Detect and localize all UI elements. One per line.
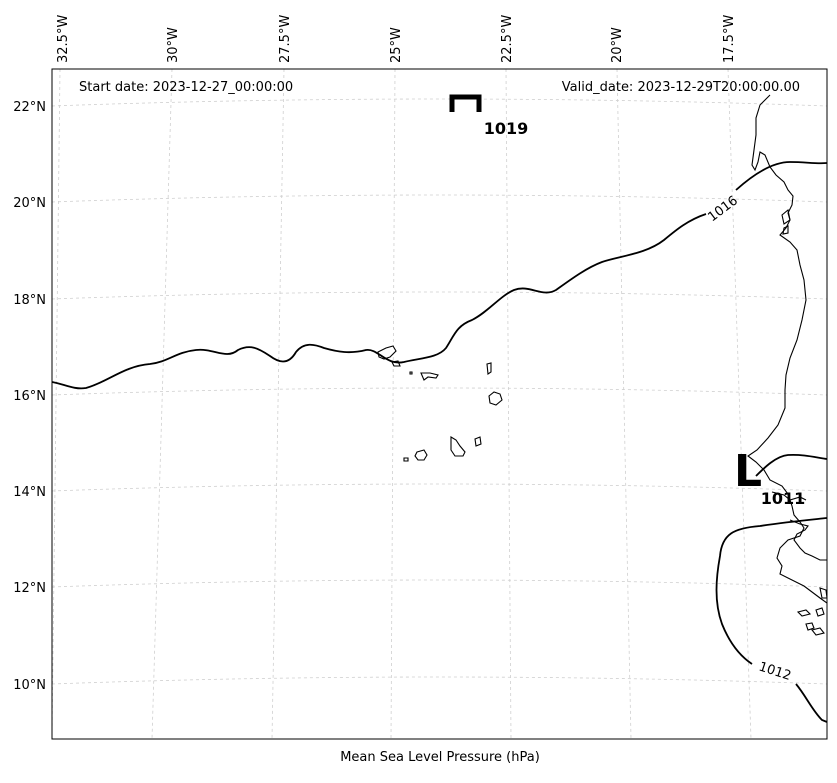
meridian-32-5w (52, 69, 61, 739)
parallel-22n (52, 98, 827, 107)
low-pressure-value: 1011 (761, 489, 806, 508)
bijagos-island-2 (805, 622, 815, 631)
parallel-10n (52, 676, 827, 685)
meridian-25w (390, 69, 396, 739)
bijagos-island-4 (815, 607, 825, 617)
low-pressure-symbol: L (734, 446, 762, 497)
parallel-18n (52, 291, 827, 300)
lon-tick-17-5w: 17.5°W (722, 15, 737, 63)
west-africa-coast (747, 94, 827, 604)
parallel-14n (52, 483, 827, 492)
meridian-20w (616, 69, 632, 739)
lon-tick-22-5w: 22.5°W (500, 15, 515, 63)
isobars (52, 161, 827, 723)
isobar-1016-north (735, 161, 827, 191)
santiago-island (450, 436, 466, 457)
map-body: 1016 1012 H 1019 L 1011 (52, 69, 827, 739)
santa-luzia-islet (409, 371, 413, 375)
lon-tick-32-5w: 32.5°W (56, 15, 71, 63)
map-caption: Mean Sea Level Pressure (hPa) (340, 750, 540, 765)
parallel-20n (52, 194, 827, 203)
fogo-island (414, 449, 428, 461)
maio-island (474, 436, 482, 447)
isobar-1011 (755, 453, 827, 477)
meridian-17-5w (727, 69, 752, 739)
isobar-1016 (52, 213, 707, 390)
sao-nicolau-island (420, 372, 439, 381)
banc-arguin-islets (781, 208, 791, 235)
lat-tick-20n: 20°N (13, 196, 46, 211)
map-frame (51, 68, 828, 740)
longitude-tick-labels: 32.5°W 30°W 27.5°W 25°W 22.5°W 20°W 17.5… (56, 15, 737, 63)
parallel-16n (52, 387, 827, 396)
graticule (52, 69, 827, 739)
high-pressure-glyph (449, 94, 482, 112)
lon-tick-30w: 30°W (166, 27, 181, 63)
coastline (747, 94, 827, 636)
lon-tick-20w: 20°W (610, 27, 625, 63)
isobar-1012-south (795, 683, 827, 723)
parallel-12n (52, 579, 827, 588)
valid-date-label: Valid_date: 2023-12-29T20:00:00.00 (562, 80, 800, 95)
isobar-label-1016: 1016 (705, 193, 740, 225)
brava-island (403, 457, 409, 462)
guinea-bissau-coast (789, 519, 827, 561)
isobar-1012 (715, 517, 827, 665)
bijagos-island-3 (811, 627, 825, 636)
lat-tick-18n: 18°N (13, 293, 46, 308)
meridian-22-5w (505, 69, 512, 739)
lat-tick-12n: 12°N (13, 581, 46, 596)
meridian-30w (151, 69, 173, 739)
high-symbol-mask (440, 69, 490, 96)
high-pressure-value: 1019 (484, 119, 529, 138)
senegal-gambia-inlet (771, 491, 807, 501)
bijagos-island-5 (819, 587, 827, 599)
lat-tick-10n: 10°N (13, 678, 46, 693)
start-date-label: Start date: 2023-12-27_00:00:00 (79, 80, 293, 95)
boa-vista-island (488, 391, 503, 406)
lat-tick-16n: 16°N (13, 389, 46, 404)
bijagos-island-1 (796, 609, 812, 617)
lon-tick-27-5w: 27.5°W (278, 15, 293, 63)
lat-tick-14n: 14°N (13, 485, 46, 500)
lon-tick-25w: 25°W (389, 27, 404, 63)
latitude-tick-labels: 22°N 20°N 18°N 16°N 14°N 12°N 10°N (13, 100, 46, 693)
sal-island (486, 362, 492, 375)
isobar-label-1012: 1012 (757, 660, 793, 684)
lat-tick-22n: 22°N (13, 100, 46, 115)
meridian-27-5w (271, 69, 285, 739)
